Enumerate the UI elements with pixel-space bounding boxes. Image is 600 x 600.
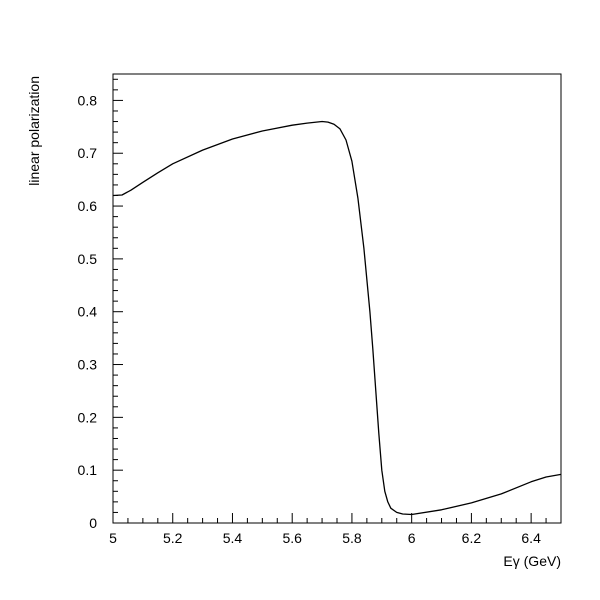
x-axis-tick-labels: 5 5.2 5.4 5.6 5.8 6 6.2 6.4 [109,530,541,546]
series-line [112,120,562,516]
x-tick-label: 5.4 [223,530,243,546]
x-tick-label: 5.2 [163,530,183,546]
x-axis-ticks [112,513,562,523]
y-axis-tick-labels: 0 0.1 0.2 0.3 0.4 0.5 0.6 0.7 0.8 [78,92,98,531]
series-layer [112,120,562,516]
y-tick-label: 0.7 [78,145,98,161]
x-tick-label: 6 [408,530,416,546]
x-tick-label: 5.8 [342,530,362,546]
y-tick-label: 0.6 [78,198,98,214]
y-tick-label: 0.8 [78,92,98,108]
x-tick-label: 5.6 [282,530,302,546]
y-tick-label: 0 [89,515,97,531]
y-tick-label: 0.1 [78,462,98,478]
x-tick-label: 6.4 [521,530,541,546]
y-tick-label: 0.2 [78,409,98,425]
y-tick-label: 0.4 [78,304,98,320]
y-axis-ticks [113,78,123,524]
y-axis-label: linear polarization [26,76,42,186]
x-tick-label: 6.2 [462,530,482,546]
y-tick-label: 0.3 [78,357,98,373]
y-tick-label: 0.5 [78,251,98,267]
x-axis-label: Eγ (GeV) [503,553,561,569]
x-tick-label: 5 [109,530,117,546]
plot-frame [112,73,562,524]
